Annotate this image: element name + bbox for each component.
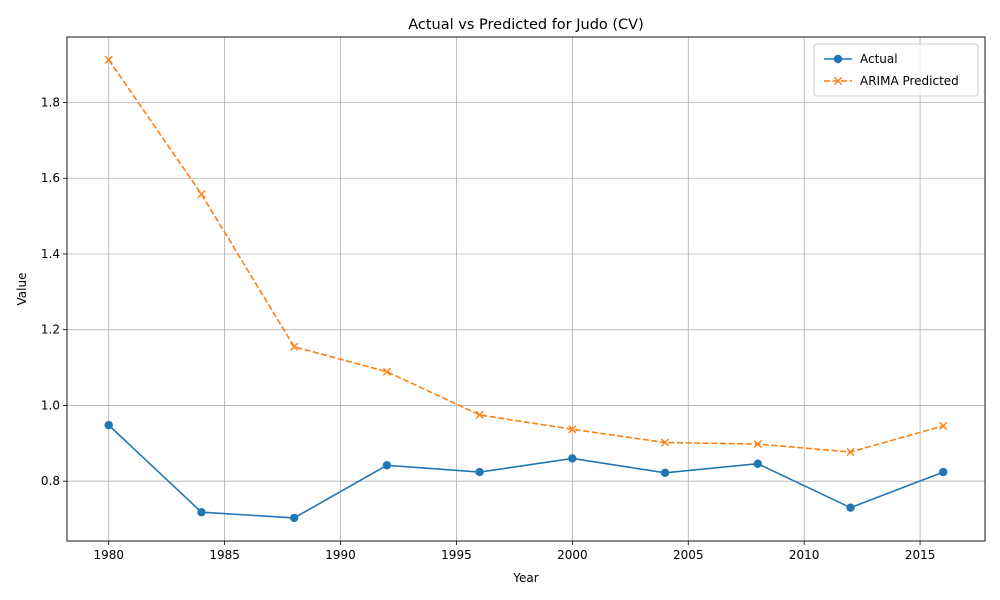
predicted-point bbox=[568, 425, 577, 434]
legend-item: ARIMA Predicted bbox=[824, 74, 959, 88]
y-tick-label: 0.8 bbox=[41, 474, 60, 488]
predicted-point bbox=[939, 421, 948, 430]
legend-box bbox=[813, 43, 979, 97]
predicted-point bbox=[753, 439, 762, 449]
x-tick-label: 1985 bbox=[209, 548, 240, 562]
y-tick-label: 1.8 bbox=[41, 96, 60, 110]
actual-point bbox=[753, 459, 763, 468]
actual-point bbox=[382, 461, 392, 470]
predicted-point bbox=[197, 190, 206, 199]
y-tick-label: 1.6 bbox=[41, 171, 60, 185]
x-tick-label: 2005 bbox=[673, 548, 704, 562]
x-tick-label: 2010 bbox=[789, 548, 820, 562]
legend-label: Actual bbox=[860, 52, 898, 66]
grid bbox=[67, 37, 985, 541]
predicted-point bbox=[660, 438, 670, 447]
x-tick-label: 1995 bbox=[441, 548, 472, 562]
legend-marker bbox=[833, 54, 843, 64]
predicted-point bbox=[290, 342, 299, 351]
predicted-point bbox=[846, 447, 855, 457]
actual-point bbox=[846, 503, 855, 512]
plot-frame bbox=[66, 36, 986, 542]
legend-marker bbox=[833, 76, 843, 86]
x-tick-label: 1980 bbox=[93, 548, 124, 562]
legend: Actual ARIMA Predicted bbox=[813, 43, 979, 97]
x-axis-label: Year bbox=[512, 571, 538, 585]
x-tick-label: 1990 bbox=[325, 548, 356, 562]
series-line-0 bbox=[108, 424, 944, 519]
y-tick-label: 1.0 bbox=[41, 398, 60, 412]
actual-point bbox=[475, 467, 484, 477]
x-tick-label: 2000 bbox=[557, 548, 588, 562]
series-layer bbox=[104, 55, 948, 523]
y-axis-label: Value bbox=[15, 273, 29, 306]
legend-label: ARIMA Predicted bbox=[860, 74, 959, 88]
actual-point bbox=[939, 467, 948, 477]
actual-point bbox=[104, 420, 113, 430]
y-tick-label: 1.2 bbox=[41, 323, 60, 337]
actual-point bbox=[660, 468, 670, 478]
actual-point bbox=[568, 454, 577, 463]
actual-point bbox=[289, 513, 299, 523]
y-axis-ticks: 0.8 1.0 1.2 1.4 1.6 1.8 bbox=[41, 96, 67, 488]
predicted-point bbox=[382, 367, 392, 376]
predicted-point bbox=[475, 410, 484, 420]
predicted-point bbox=[104, 55, 113, 64]
x-axis-ticks: 1980 1985 1990 1995 2000 2005 2010 2015 bbox=[93, 541, 935, 562]
x-tick-label: 2015 bbox=[905, 548, 936, 562]
chart-title: Actual vs Predicted for Judo (CV) bbox=[408, 17, 644, 33]
actual-point bbox=[197, 508, 206, 517]
legend-item: Actual bbox=[824, 52, 898, 66]
y-tick-label: 1.4 bbox=[41, 247, 60, 261]
series-line-1 bbox=[108, 59, 944, 453]
